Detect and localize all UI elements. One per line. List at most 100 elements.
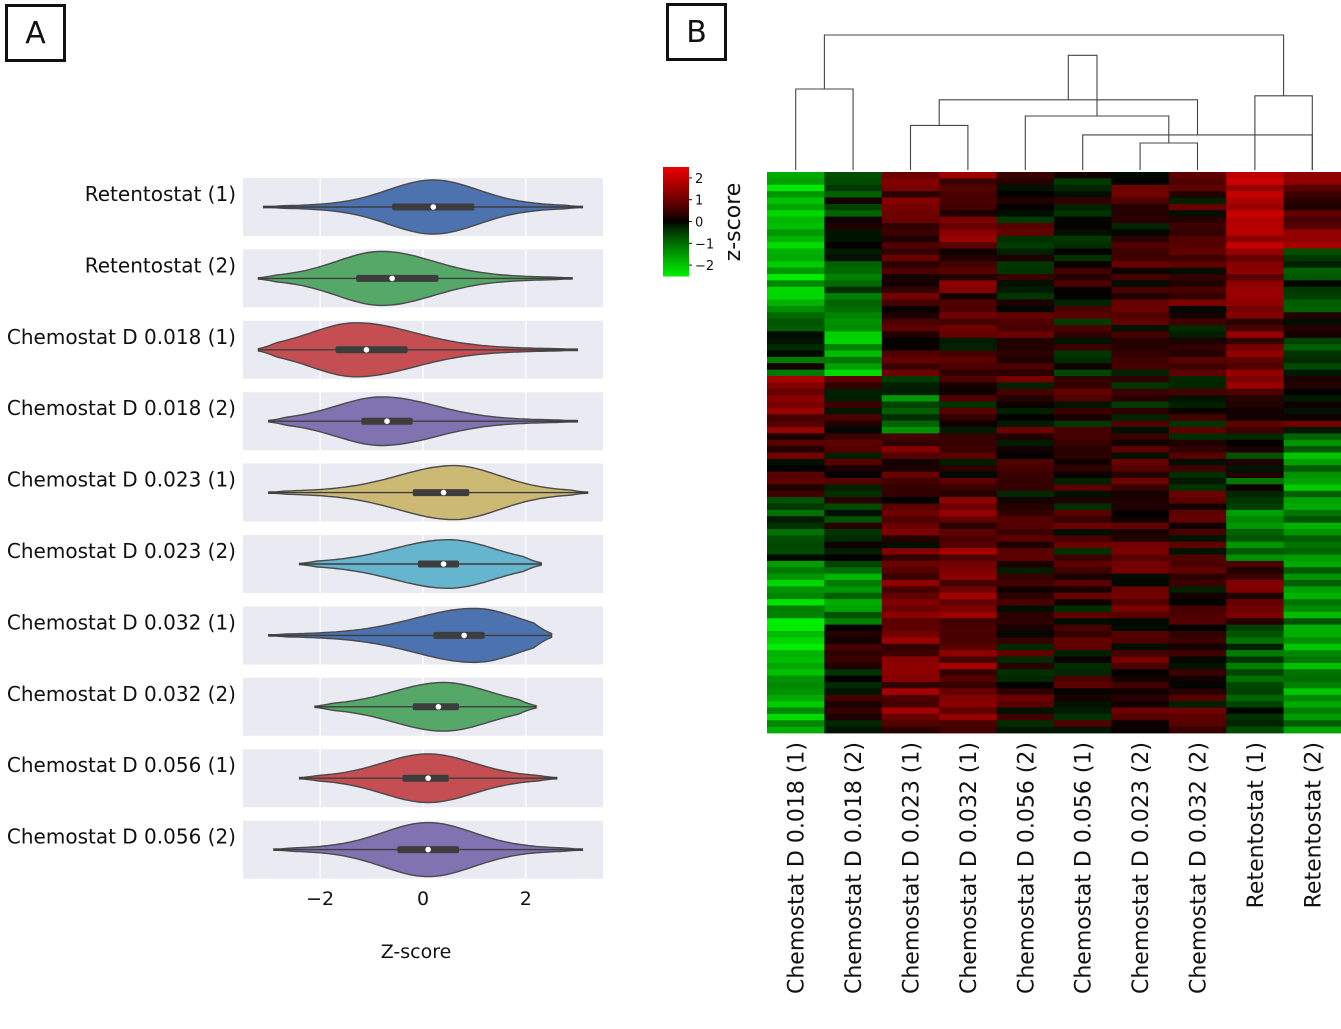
heatmap-cell bbox=[1226, 210, 1284, 218]
heatmap-cell bbox=[996, 229, 1055, 237]
heatmap-cell bbox=[824, 286, 883, 294]
x-axis-label: Z-score bbox=[381, 941, 452, 963]
heatmap-cell bbox=[824, 184, 883, 192]
heatmap-cell bbox=[1283, 210, 1341, 218]
heatmap-cell bbox=[1283, 509, 1341, 517]
heatmap-cell bbox=[824, 216, 883, 224]
heatmap-cell bbox=[996, 356, 1055, 364]
heatmap-cell bbox=[767, 267, 825, 275]
heatmap-cell bbox=[996, 235, 1055, 243]
heatmap-cell bbox=[996, 325, 1055, 332]
heatmap-cell bbox=[1054, 261, 1112, 269]
heatmap-cell bbox=[939, 707, 997, 715]
heatmap-cell bbox=[767, 478, 825, 485]
heatmap-cell bbox=[1283, 516, 1341, 524]
heatmap-cell bbox=[1054, 688, 1112, 696]
heatmap-cell bbox=[1168, 395, 1227, 402]
heatmap-cell bbox=[996, 293, 1055, 300]
heatmap-cell bbox=[767, 414, 825, 422]
colorbar-segment bbox=[663, 194, 689, 198]
heatmap-cell bbox=[881, 662, 940, 670]
heatmap-cell bbox=[1054, 414, 1112, 422]
heatmap-cell bbox=[1283, 599, 1341, 606]
heatmap-cell bbox=[996, 223, 1055, 230]
heatmap-cell bbox=[1168, 713, 1227, 721]
heatmap-cell bbox=[824, 318, 883, 326]
heatmap-cell bbox=[939, 433, 997, 441]
heatmap-cell bbox=[939, 573, 997, 581]
heatmap-cell bbox=[939, 586, 997, 594]
heatmap-cell bbox=[1226, 509, 1284, 517]
heatmap-cell bbox=[996, 274, 1055, 281]
heatmap-cell bbox=[1226, 720, 1284, 728]
heatmap-cell bbox=[996, 331, 1055, 339]
heatmap-cell bbox=[996, 420, 1055, 428]
heatmap-cell bbox=[824, 254, 883, 262]
violin-iqr-box bbox=[335, 346, 408, 354]
heatmap-cell bbox=[824, 675, 883, 683]
heatmap-cell bbox=[1283, 541, 1341, 549]
x-tick-label: 0 bbox=[417, 888, 429, 910]
colorbar-segment bbox=[663, 240, 689, 244]
heatmap-cell bbox=[1111, 580, 1170, 587]
heatmap-cell bbox=[996, 605, 1055, 613]
colorbar-segment bbox=[663, 199, 689, 203]
heatmap-cell bbox=[767, 235, 825, 243]
heatmap-cell bbox=[881, 254, 940, 262]
heatmap-cell bbox=[1283, 369, 1341, 377]
colorbar-segment bbox=[663, 210, 689, 214]
heatmap-cell bbox=[996, 254, 1055, 262]
heatmap-cell bbox=[1168, 203, 1227, 211]
heatmap-cell bbox=[1054, 516, 1112, 524]
heatmap-cell bbox=[767, 203, 825, 211]
heatmap-cell bbox=[1168, 573, 1227, 581]
heatmap-cell bbox=[881, 567, 940, 575]
heatmap-cell bbox=[824, 713, 883, 721]
heatmap-cell bbox=[1283, 669, 1341, 677]
heatmap-cell bbox=[939, 503, 997, 511]
heatmap-cell bbox=[881, 560, 940, 568]
heatmap-cell bbox=[1168, 178, 1227, 186]
heatmap-cell bbox=[767, 184, 825, 192]
heatmap-cell bbox=[824, 248, 883, 256]
heatmap-cell bbox=[767, 573, 825, 581]
heatmap-cell bbox=[939, 662, 997, 670]
heatmap-cell bbox=[1111, 178, 1170, 186]
heatmap-cell bbox=[1054, 541, 1112, 549]
heatmap-cell bbox=[1111, 497, 1170, 504]
violin-label: Chemostat D 0.056 (2) bbox=[7, 825, 236, 849]
heatmap-cell bbox=[1168, 484, 1227, 492]
heatmap-cell bbox=[1111, 611, 1170, 619]
heatmap-cell bbox=[1111, 433, 1170, 441]
heatmap-cell bbox=[1111, 624, 1170, 632]
heatmap-cell bbox=[1054, 682, 1112, 689]
heatmap-cell bbox=[939, 535, 997, 543]
heatmap-cell bbox=[1111, 618, 1170, 626]
heatmap-cell bbox=[1226, 254, 1284, 262]
heatmap-cell bbox=[1226, 407, 1284, 415]
heatmap-cell bbox=[1283, 560, 1341, 568]
heatmap-cell bbox=[881, 675, 940, 683]
heatmap-cell bbox=[881, 592, 940, 600]
heatmap-cell bbox=[1283, 439, 1341, 447]
heatmap-cell bbox=[881, 529, 940, 536]
heatmap-cell bbox=[1054, 662, 1112, 670]
heatmap-cell bbox=[767, 299, 825, 307]
heatmap-cell bbox=[1226, 694, 1284, 702]
heatmap-cell bbox=[1111, 274, 1170, 281]
heatmap-cell bbox=[1226, 223, 1284, 230]
heatmap-cell bbox=[1283, 337, 1341, 345]
heatmap-cell bbox=[1168, 382, 1227, 390]
heatmap-cell bbox=[1168, 624, 1227, 632]
heatmap-cell bbox=[1283, 484, 1341, 492]
heatmap-cell bbox=[1283, 216, 1341, 224]
heatmap-cell bbox=[996, 573, 1055, 581]
heatmap-cell bbox=[767, 293, 825, 300]
heatmap-cell bbox=[1111, 471, 1170, 479]
heatmap-cell bbox=[1111, 305, 1170, 313]
heatmap-cell bbox=[767, 420, 825, 428]
heatmap-cell bbox=[824, 560, 883, 568]
heatmap-cell bbox=[996, 248, 1055, 256]
heatmap-column-label: Chemostat D 0.032 (1) bbox=[957, 742, 982, 994]
